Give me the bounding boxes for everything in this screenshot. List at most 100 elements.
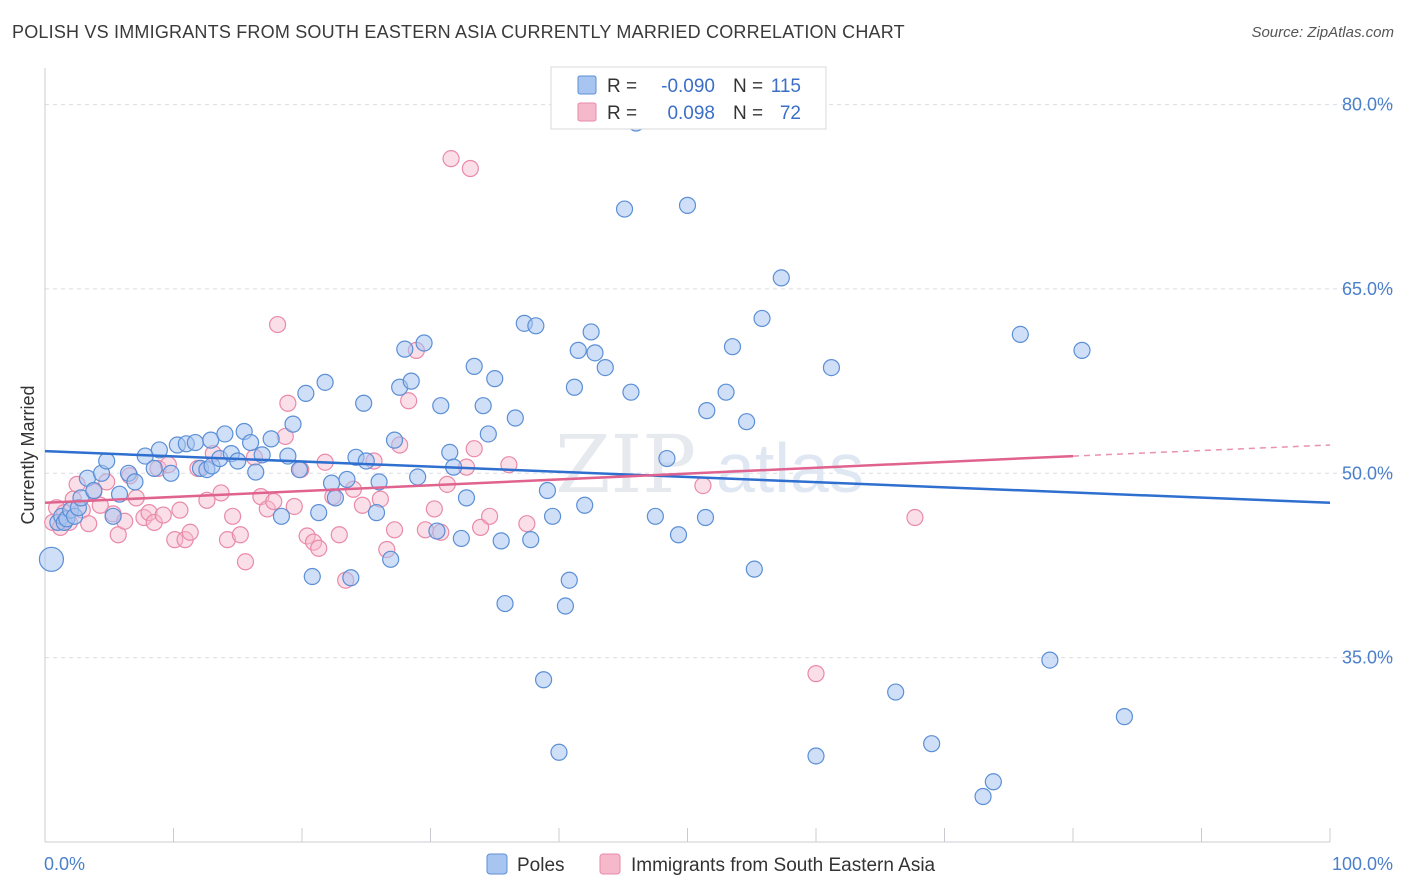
asia-trend-extension: [1072, 444, 1331, 457]
asia-point: [135, 508, 153, 527]
y-tick-labels: 35.0% 50.0% 65.0% 80.0%: [1342, 95, 1393, 668]
poles-point: [522, 531, 540, 549]
asia-point: [212, 484, 230, 502]
poles-point: [479, 425, 497, 443]
poles-point: [310, 504, 328, 522]
grid-layer: [45, 104, 1395, 659]
axes-layer: [44, 68, 1331, 843]
asia-point: [171, 501, 189, 519]
bottom-legend-poles-label: Poles: [517, 855, 565, 876]
poles-point: [104, 507, 122, 525]
poles-point: [596, 358, 614, 377]
bottom-legend: Poles Immigrants from South Eastern Asia: [486, 853, 936, 876]
poles-point: [465, 357, 483, 375]
legend-asia-r-value: 0.098: [667, 103, 715, 124]
poles-point: [696, 508, 715, 527]
poles-point: [357, 452, 375, 470]
legend-poles-r-value: -0.090: [661, 76, 715, 97]
poles-point: [974, 787, 992, 806]
poles-point: [615, 200, 634, 218]
poles-point: [527, 317, 545, 335]
asia-point: [218, 531, 237, 549]
bottom-legend-asia-label: Immigrants from South Eastern Asia: [631, 855, 936, 876]
legend-poles-n-label: N =: [733, 76, 763, 97]
poles-point: [496, 594, 514, 613]
poles-point: [565, 378, 584, 396]
legend-asia-r-label: R =: [607, 103, 637, 124]
poles-point: [370, 473, 388, 491]
legend-poles-r-label: R =: [607, 76, 637, 97]
poles-point: [85, 481, 103, 500]
poles-point: [452, 529, 470, 548]
asia-point: [231, 526, 249, 544]
poles-point: [745, 560, 763, 578]
poles-point: [409, 468, 427, 486]
poles-point: [145, 459, 163, 477]
poles-point: [569, 341, 587, 359]
poles-point: [1073, 341, 1091, 359]
poles-point: [506, 409, 524, 427]
poles-point: [698, 402, 716, 420]
poles-point: [98, 452, 116, 470]
legend-asia-n-value: 72: [780, 103, 801, 124]
top-legend: R = -0.090 N = 115 R = 0.098 N = 72: [550, 66, 827, 130]
poles-point: [457, 489, 476, 507]
source-label: Source: ZipAtlas.com: [1251, 24, 1394, 41]
asia-point: [425, 500, 443, 518]
trend-lines: [44, 444, 1331, 505]
bottom-legend-poles-swatch: [486, 853, 508, 875]
legend-poles-swatch: [577, 75, 597, 95]
poles-point: [396, 340, 414, 358]
poles-point: [382, 550, 400, 568]
asia-point: [236, 553, 255, 571]
asia-point: [807, 665, 825, 683]
poles-point: [1011, 325, 1029, 344]
poles-point: [646, 507, 664, 525]
poles-point: [428, 522, 446, 540]
poles-point: [492, 532, 510, 550]
asia-point: [310, 539, 328, 557]
poles-point: [441, 443, 459, 461]
poles-point: [338, 470, 356, 489]
poles-point: [1041, 651, 1059, 669]
poles-point: [923, 735, 941, 753]
poles-point: [753, 309, 771, 328]
poles-point: [202, 431, 220, 449]
poles-point: [385, 431, 404, 449]
asia-point: [224, 507, 242, 525]
poles-point: [162, 464, 180, 482]
poles-point: [297, 384, 315, 403]
asia-trend-line: [44, 454, 1074, 505]
asia-point: [385, 521, 404, 539]
poles-point: [543, 507, 562, 525]
asia-point: [285, 497, 303, 516]
asia-point: [80, 515, 98, 533]
asia-point: [268, 315, 287, 334]
x-tick-label: 100.0%: [1332, 854, 1393, 874]
asia-point: [353, 496, 371, 514]
poles-point: [622, 383, 640, 401]
poles-point: [486, 370, 504, 388]
poles-point: [534, 671, 553, 689]
poles-point: [316, 373, 334, 391]
poles-point: [262, 430, 280, 448]
legend-asia-n-label: N =: [733, 103, 763, 124]
asia-point: [906, 508, 924, 527]
asia-point: [330, 526, 348, 544]
poles-point: [807, 747, 825, 765]
chart-title: POLISH VS IMMIGRANTS FROM SOUTH EASTERN …: [12, 22, 905, 42]
poles-point: [738, 413, 756, 431]
poles-point: [887, 683, 905, 701]
asia-point: [298, 527, 316, 545]
poles-point: [538, 481, 557, 500]
poles-point: [1115, 708, 1134, 726]
legend-asia-swatch: [577, 102, 597, 122]
poles-point: [772, 269, 790, 287]
poles-point: [38, 546, 65, 572]
poles-point: [342, 569, 360, 587]
poles-point: [150, 441, 168, 459]
asia-point: [400, 392, 418, 410]
legend-poles-n-value: 115: [771, 76, 801, 97]
asia-point: [518, 515, 536, 533]
